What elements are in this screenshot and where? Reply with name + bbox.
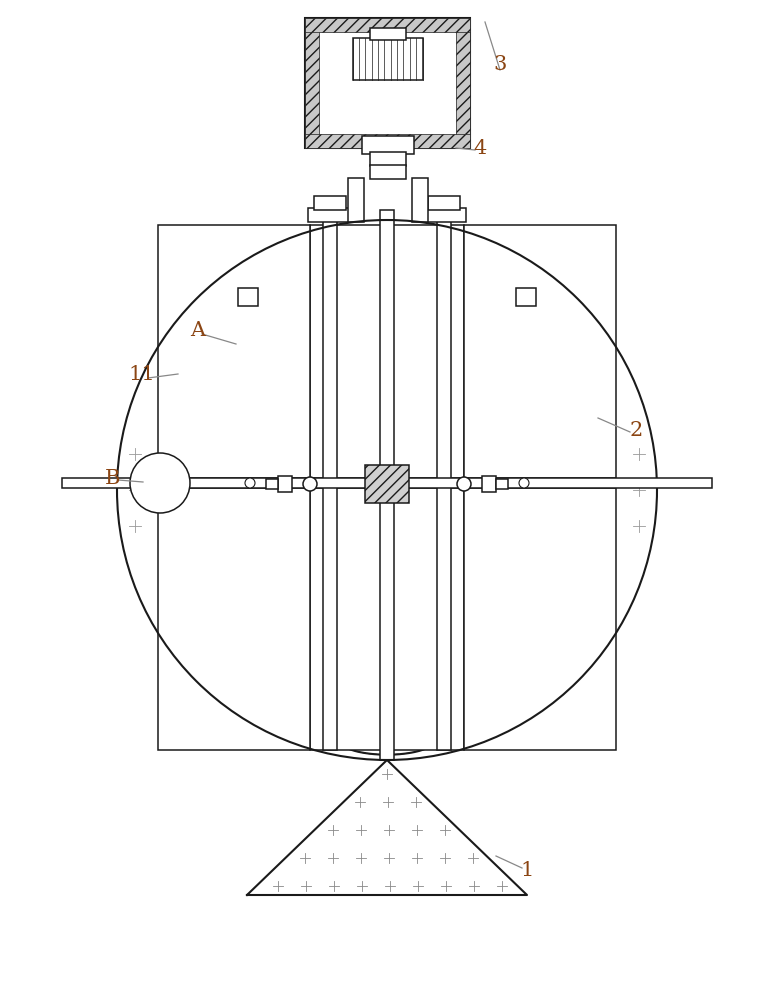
Bar	[568, 501, 596, 511]
Bar	[317, 506, 339, 516]
Bar	[422, 208, 466, 222]
Bar	[178, 670, 206, 680]
Text: B: B	[105, 468, 121, 488]
Bar	[310, 225, 464, 478]
Bar	[370, 152, 405, 166]
Bar	[305, 18, 470, 32]
Bar	[158, 488, 310, 750]
Bar	[496, 479, 508, 489]
Bar	[178, 727, 206, 737]
Circle shape	[245, 478, 255, 488]
Text: 2: 2	[629, 420, 642, 440]
Bar	[435, 727, 457, 737]
Polygon shape	[247, 760, 527, 895]
Circle shape	[229, 340, 267, 380]
Bar	[305, 134, 470, 148]
Bar	[381, 238, 393, 470]
Text: 1: 1	[520, 860, 534, 880]
Bar	[62, 478, 712, 488]
Bar	[266, 479, 278, 489]
Bar	[308, 208, 352, 222]
Bar	[568, 558, 596, 568]
Bar	[323, 220, 337, 750]
Bar	[158, 225, 310, 478]
Bar	[310, 488, 464, 750]
Circle shape	[117, 220, 657, 760]
Bar	[428, 196, 460, 210]
Text: 11: 11	[129, 365, 155, 384]
Bar	[317, 727, 339, 737]
Circle shape	[516, 350, 536, 370]
Bar	[381, 488, 393, 740]
Bar	[305, 18, 470, 148]
Bar	[464, 488, 616, 750]
Bar	[317, 653, 339, 663]
Bar	[435, 653, 457, 663]
Bar	[370, 28, 405, 40]
Circle shape	[239, 350, 257, 370]
Circle shape	[457, 477, 471, 491]
Bar	[347, 178, 363, 222]
Bar	[278, 476, 292, 492]
Bar	[178, 614, 206, 624]
Bar	[412, 178, 428, 222]
Bar	[435, 580, 457, 590]
Bar	[435, 506, 457, 516]
Bar	[178, 501, 206, 511]
Bar	[437, 220, 451, 750]
Circle shape	[506, 340, 546, 380]
Circle shape	[303, 477, 317, 491]
Bar	[568, 614, 596, 624]
Bar	[568, 670, 596, 680]
Bar	[464, 225, 616, 478]
Bar	[305, 18, 319, 148]
Bar	[568, 727, 596, 737]
Bar	[456, 18, 470, 148]
Text: 4: 4	[474, 138, 487, 157]
Bar	[380, 210, 394, 760]
Bar	[482, 476, 496, 492]
Text: 3: 3	[494, 55, 507, 75]
Bar	[353, 38, 422, 80]
Bar	[361, 136, 414, 154]
Bar	[314, 196, 346, 210]
Text: A: A	[191, 320, 205, 340]
Bar	[370, 165, 405, 179]
Circle shape	[519, 478, 529, 488]
Bar	[238, 288, 258, 306]
Bar	[317, 580, 339, 590]
Bar	[365, 465, 409, 503]
Circle shape	[130, 453, 190, 513]
Bar	[516, 288, 536, 306]
Bar	[178, 558, 206, 568]
